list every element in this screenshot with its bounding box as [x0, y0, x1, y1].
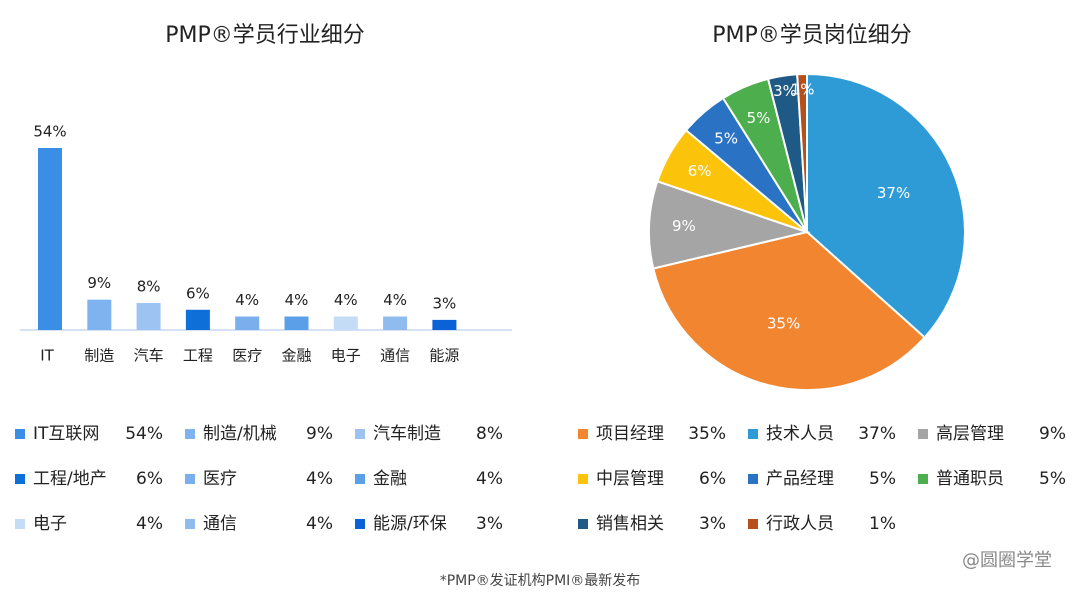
watermark: @圆圈学堂 [962, 550, 1052, 571]
legend-label: 制造/机械 [203, 424, 277, 444]
data-label: 9% [672, 217, 696, 235]
data-label: 6% [186, 284, 210, 302]
pie-slice [806, 72, 966, 339]
legend-value: 9% [1039, 424, 1066, 444]
legend-value: 5% [1039, 469, 1066, 489]
legend-value: 6% [699, 469, 726, 489]
legend-label: 工程/地产 [33, 469, 107, 489]
chart-title: PMP®学员岗位细分 [712, 23, 912, 48]
legend-label: 中层管理 [596, 469, 664, 489]
legend-label: 普通职员 [936, 469, 1004, 489]
legend-value: 37% [858, 424, 896, 444]
x-tick-label: 能源 [429, 347, 459, 365]
legend-value: 4% [136, 514, 163, 534]
legend-swatch [578, 474, 588, 484]
x-tick-label: 汽车 [134, 347, 164, 365]
legend-value: 4% [306, 514, 333, 534]
legend-value: 5% [869, 469, 896, 489]
legend-label: 通信 [203, 514, 237, 534]
legend-swatch [748, 519, 758, 529]
legend-value: 6% [136, 469, 163, 489]
legend-label: 金融 [373, 469, 407, 489]
pie-slice [648, 180, 811, 270]
legend-label: 医疗 [203, 469, 237, 489]
legend-swatch [355, 429, 365, 439]
bar [235, 316, 260, 330]
legend-swatch [748, 429, 758, 439]
legend-label: 产品经理 [766, 469, 834, 489]
legend-value: 9% [306, 424, 333, 444]
legend-label: 电子 [33, 514, 67, 534]
legend-label: 汽车制造 [373, 424, 441, 444]
x-tick-label: IT [40, 347, 54, 365]
data-label: 37% [877, 184, 910, 202]
data-label: 3% [773, 82, 797, 100]
x-tick-label: 金融 [281, 347, 311, 365]
legend-swatch [185, 429, 195, 439]
chart-title: PMP®学员行业细分 [165, 23, 365, 48]
data-label: 9% [87, 274, 111, 292]
data-label: 5% [747, 109, 771, 127]
data-label: 4% [285, 291, 309, 309]
legend-value: 3% [476, 514, 503, 534]
legend-value: 8% [476, 424, 503, 444]
footnote: *PMP®发证机构PMI®最新发布 [440, 573, 641, 589]
data-label: 3% [433, 294, 457, 312]
data-label: 5% [714, 129, 738, 147]
x-tick-label: 电子 [331, 347, 361, 365]
legend-label: 行政人员 [766, 514, 834, 534]
legend-value: 4% [306, 469, 333, 489]
legend-swatch [578, 429, 588, 439]
bar [284, 316, 309, 330]
legend-swatch [355, 474, 365, 484]
data-label: 1% [791, 80, 815, 98]
data-label: 4% [235, 291, 259, 309]
data-label: 4% [334, 291, 358, 309]
legend-value: 1% [869, 514, 896, 534]
x-tick-label: 医疗 [232, 347, 262, 365]
legend-swatch [15, 474, 25, 484]
x-tick-label: 制造 [84, 347, 114, 365]
legend-label: 能源/环保 [373, 514, 447, 534]
legend-value: 4% [476, 469, 503, 489]
data-label: 6% [688, 162, 712, 180]
legend-swatch [15, 519, 25, 529]
bar [38, 148, 62, 330]
legend-swatch [578, 519, 588, 529]
legend-swatch [15, 429, 25, 439]
legend-swatch [918, 429, 928, 439]
x-tick-label: 通信 [380, 347, 410, 365]
data-label: 8% [137, 278, 161, 296]
legend-value: 35% [688, 424, 726, 444]
legend-value: 54% [125, 424, 163, 444]
bar [383, 316, 408, 330]
pie-slice [652, 230, 927, 391]
legend-swatch [185, 474, 195, 484]
bar [87, 299, 112, 330]
legend-swatch [185, 519, 195, 529]
legend-label: 高层管理 [936, 424, 1004, 444]
bar [185, 309, 210, 330]
legend-label: IT互联网 [33, 424, 99, 444]
pie-slice [796, 72, 808, 233]
data-label: 35% [767, 314, 800, 332]
data-label: 4% [383, 291, 407, 309]
legend-label: 销售相关 [596, 514, 664, 534]
x-tick-label: 工程 [183, 347, 213, 365]
legend-swatch [355, 519, 365, 529]
legend-label: 项目经理 [596, 424, 664, 444]
bar [432, 319, 457, 330]
bar [333, 316, 358, 330]
bar [136, 303, 161, 330]
legend-value: 3% [699, 514, 726, 534]
data-label: 54% [33, 123, 66, 141]
legend-swatch [748, 474, 758, 484]
legend-swatch [918, 474, 928, 484]
legend-label: 技术人员 [766, 424, 834, 444]
